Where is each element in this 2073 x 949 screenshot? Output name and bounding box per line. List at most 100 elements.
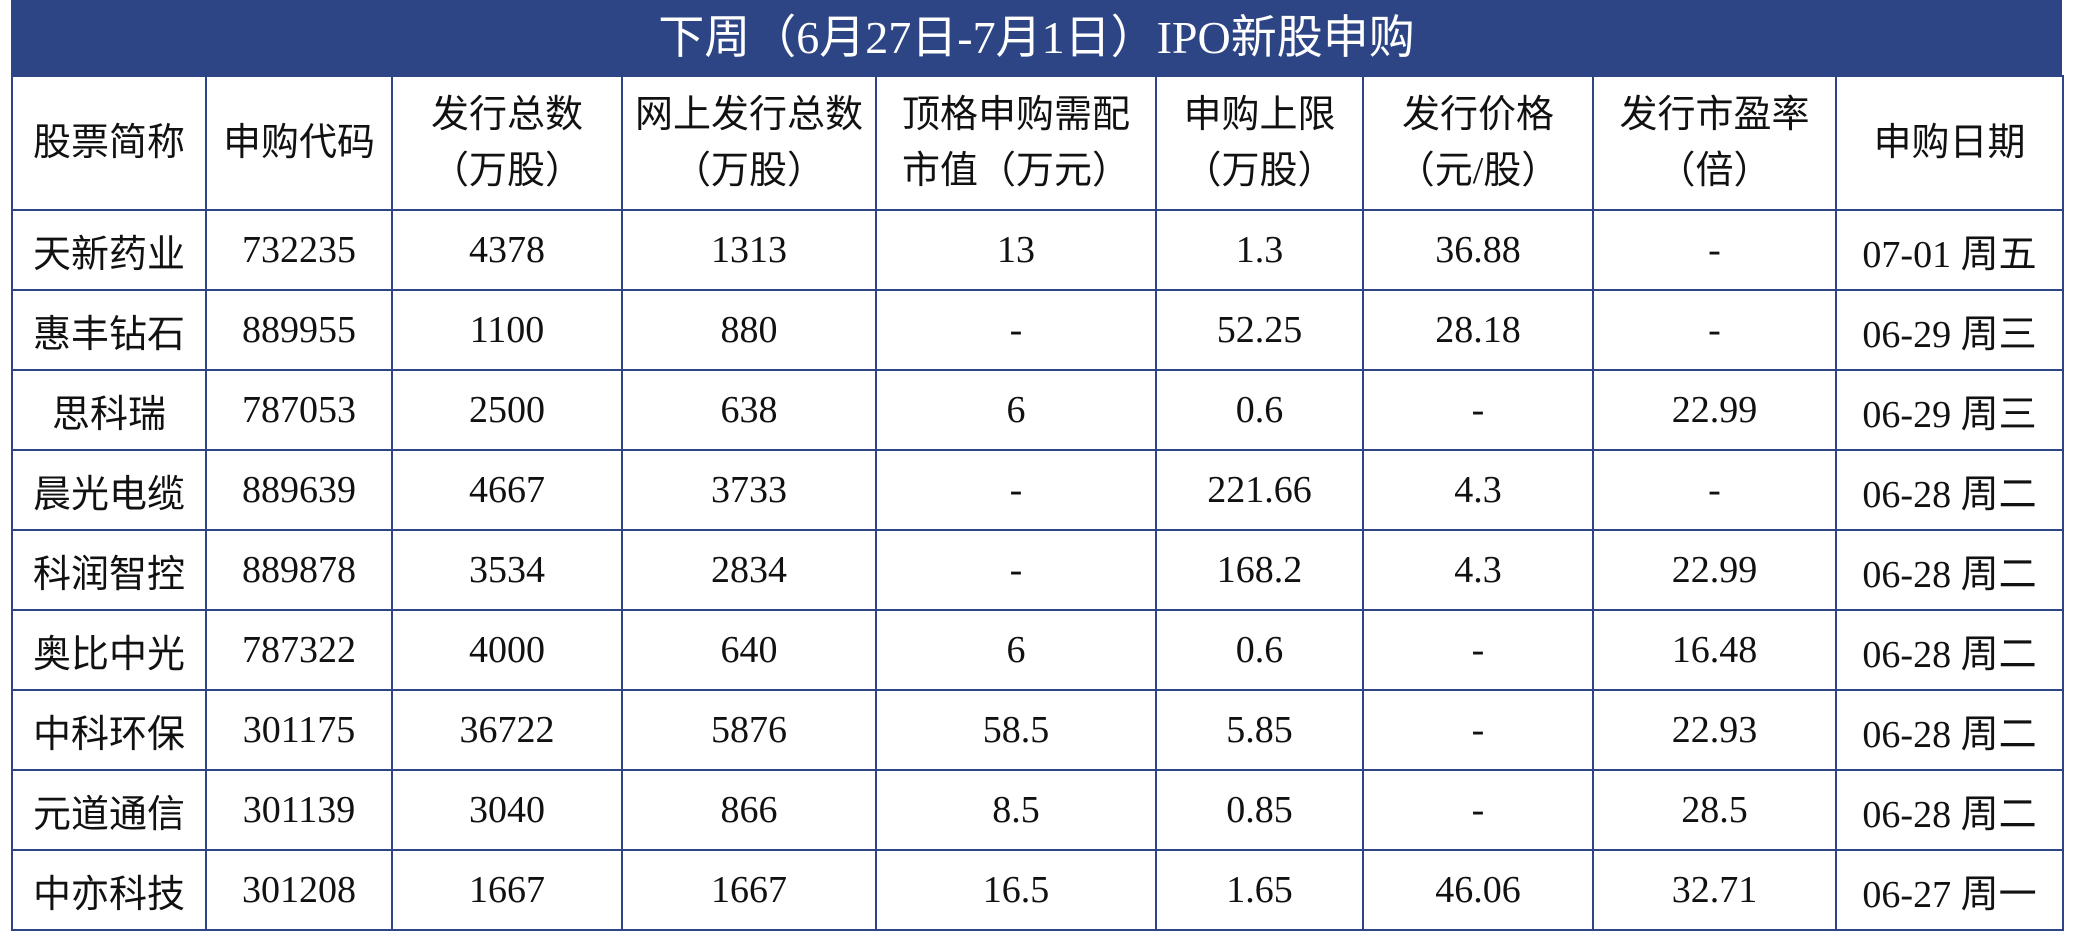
data-cell: 06-28 周二 xyxy=(1835,689,2064,771)
data-cell: 07-01 周五 xyxy=(1835,209,2064,291)
data-cell: 732235 xyxy=(205,209,393,291)
data-cell: 32.71 xyxy=(1592,849,1837,931)
header-cell: 股票简称 xyxy=(11,75,207,211)
data-cell: 787322 xyxy=(205,609,393,691)
data-cell: 1667 xyxy=(391,849,623,931)
header-line: （万股） xyxy=(672,150,825,192)
header-line: 发行市盈率 xyxy=(1619,94,1810,136)
data-cell: 4.3 xyxy=(1362,529,1594,611)
data-cell: - xyxy=(1592,289,1837,371)
data-cell: 4000 xyxy=(391,609,623,691)
data-cell: 22.93 xyxy=(1592,689,1837,771)
data-cell: 36722 xyxy=(391,689,623,771)
data-cell: 36.88 xyxy=(1362,209,1594,291)
header-line: （元/股） xyxy=(1396,150,1560,192)
header-line: 申购代码 xyxy=(222,122,375,164)
data-cell: 06-28 周二 xyxy=(1835,449,2064,531)
data-cell: 16.5 xyxy=(875,849,1157,931)
data-cell: 6 xyxy=(875,609,1157,691)
data-cell: 28.18 xyxy=(1362,289,1594,371)
header-line: 顶格申购需配 xyxy=(901,94,1130,136)
data-cell: 880 xyxy=(621,289,877,371)
data-cell: 28.5 xyxy=(1592,769,1837,851)
data-cell: - xyxy=(1362,689,1594,771)
data-cell: 1.3 xyxy=(1155,209,1364,291)
data-cell: - xyxy=(1362,769,1594,851)
header-cell: 发行市盈率 （倍） xyxy=(1592,75,1837,211)
header-cell: 网上发行总数 （万股） xyxy=(621,75,877,211)
data-cell: 06-29 周三 xyxy=(1835,369,2064,451)
data-cell: 中科环保 xyxy=(11,689,207,771)
data-cell: 科润智控 xyxy=(11,529,207,611)
header-cell: 申购上限 （万股） xyxy=(1155,75,1364,211)
header-cell: 申购代码 xyxy=(205,75,393,211)
header-line: 市值（万元） xyxy=(901,150,1130,192)
header-line: 申购上限 xyxy=(1183,94,1336,136)
data-row: 天新药业 732235 4378 1313 13 1.3 36.88-07-01 周五 xyxy=(11,209,2064,291)
data-cell: 866 xyxy=(621,769,877,851)
data-cell: 3733 xyxy=(621,449,877,531)
data-cell: 06-27 周一 xyxy=(1835,849,2064,931)
header-cell: 发行总数 （万股） xyxy=(391,75,623,211)
data-row: 惠丰钻石 889955 1100 880-52.25 28.18-06-29 周三 xyxy=(11,289,2064,371)
data-row: 科润智控 889878 3534 2834-168.2 4.3 22.99 06-28 周二 xyxy=(11,529,2064,611)
data-row: 元道通信 301139 3040 866 8.5 0.85-28.5 06-28 周二 xyxy=(11,769,2064,851)
data-cell: 3040 xyxy=(391,769,623,851)
data-cell: 3534 xyxy=(391,529,623,611)
data-cell: 52.25 xyxy=(1155,289,1364,371)
header-line: 发行总数 xyxy=(430,94,583,136)
data-cell: 1313 xyxy=(621,209,877,291)
data-cell: 301139 xyxy=(205,769,393,851)
data-cell: 惠丰钻石 xyxy=(11,289,207,371)
table-title: 下周（6月27日-7月1日）IPO新股申购 xyxy=(11,0,2062,75)
header-line: 申购日期 xyxy=(1873,122,2026,164)
header-line: 网上发行总数 xyxy=(634,94,863,136)
data-cell: 6 xyxy=(875,369,1157,451)
data-row: 思科瑞 787053 2500 638 6 0.6-22.99 06-29 周三 xyxy=(11,369,2064,451)
data-cell: 5876 xyxy=(621,689,877,771)
data-cell: 思科瑞 xyxy=(11,369,207,451)
data-cell: - xyxy=(875,449,1157,531)
data-cell: 06-28 周二 xyxy=(1835,609,2064,691)
data-cell: 640 xyxy=(621,609,877,691)
data-cell: 638 xyxy=(621,369,877,451)
data-cell: 8.5 xyxy=(875,769,1157,851)
data-cell: - xyxy=(1362,369,1594,451)
data-cell: 22.99 xyxy=(1592,529,1837,611)
table-container: 下周（6月27日-7月1日）IPO新股申购 股票简称 申购代码 发行总数 （万股） 网上… xyxy=(11,0,2064,931)
data-cell: 301208 xyxy=(205,849,393,931)
data-cell: 2500 xyxy=(391,369,623,451)
data-row: 中亦科技 301208 1667 1667 16.5 1.65 46.06 32.71 06-2… xyxy=(11,849,2064,931)
header-line: 股票简称 xyxy=(32,122,185,164)
data-cell: - xyxy=(1362,609,1594,691)
data-cell: 元道通信 xyxy=(11,769,207,851)
data-cell: 787053 xyxy=(205,369,393,451)
data-cell: 天新药业 xyxy=(11,209,207,291)
data-cell: 168.2 xyxy=(1155,529,1364,611)
data-cell: 0.6 xyxy=(1155,369,1364,451)
data-row: 奥比中光 787322 4000 640 6 0.6-16.48 06-28 周二 xyxy=(11,609,2064,691)
header-line: （万股） xyxy=(430,150,583,192)
data-cell: 58.5 xyxy=(875,689,1157,771)
header-cell: 顶格申购需配 市值（万元） xyxy=(875,75,1157,211)
data-cell: 晨光电缆 xyxy=(11,449,207,531)
data-cell: - xyxy=(1592,209,1837,291)
header-cell: 发行价格 （元/股） xyxy=(1362,75,1594,211)
data-cell: 2834 xyxy=(621,529,877,611)
data-cell: 0.6 xyxy=(1155,609,1364,691)
data-cell: 301175 xyxy=(205,689,393,771)
data-cell: 22.99 xyxy=(1592,369,1837,451)
header-row: 股票简称 申购代码 发行总数 （万股） 网上发行总数 （万股） 顶格申购需配 市值（万元） 申购… xyxy=(11,75,2064,211)
data-cell: 1100 xyxy=(391,289,623,371)
data-cell: - xyxy=(875,289,1157,371)
data-cell: 奥比中光 xyxy=(11,609,207,691)
data-cell: 5.85 xyxy=(1155,689,1364,771)
data-cell: 889639 xyxy=(205,449,393,531)
data-cell: 16.48 xyxy=(1592,609,1837,691)
data-cell: 1.65 xyxy=(1155,849,1364,931)
header-line: （万股） xyxy=(1183,150,1336,192)
header-cell: 申购日期 xyxy=(1835,75,2064,211)
data-cell: 4667 xyxy=(391,449,623,531)
data-cell: 06-28 周二 xyxy=(1835,769,2064,851)
